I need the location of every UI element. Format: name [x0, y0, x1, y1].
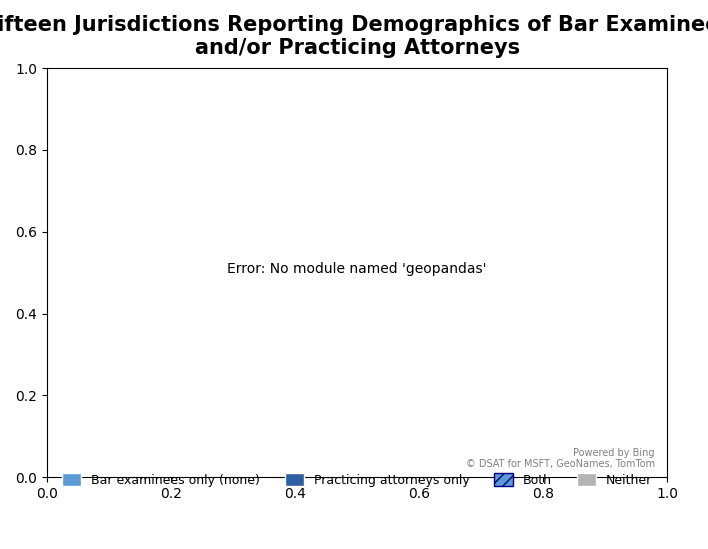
Legend: Bar examinees only (none), Practicing attorneys only, Both, Neither: Bar examinees only (none), Practicing at…	[57, 468, 657, 491]
Text: Error: No module named 'geopandas': Error: No module named 'geopandas'	[227, 262, 487, 276]
Title: Fifteen Jurisdictions Reporting Demographics of Bar Examinees
and/or Practicing : Fifteen Jurisdictions Reporting Demograp…	[0, 15, 708, 58]
Text: Powered by Bing
© DSAT for MSFT, GeoNames, TomTom: Powered by Bing © DSAT for MSFT, GeoName…	[466, 447, 655, 469]
